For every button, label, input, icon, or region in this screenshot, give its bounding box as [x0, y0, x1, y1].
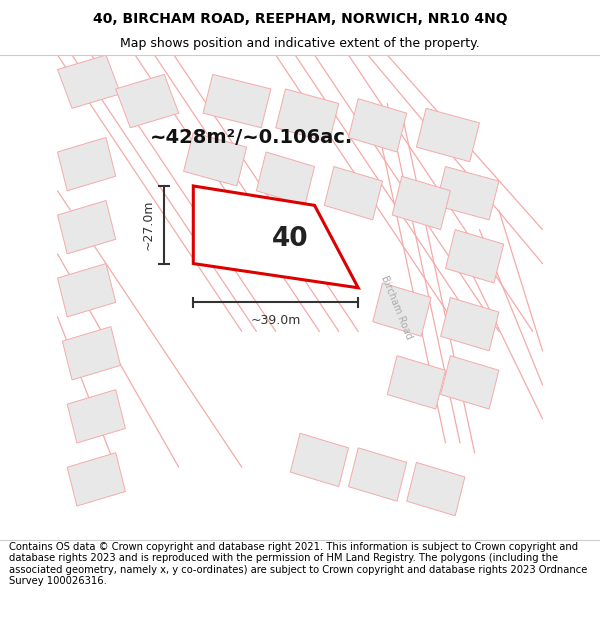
Polygon shape	[392, 176, 451, 229]
Text: Map shows position and indicative extent of the property.: Map shows position and indicative extent…	[120, 38, 480, 51]
Text: ~428m²/~0.106ac.: ~428m²/~0.106ac.	[150, 128, 353, 147]
Polygon shape	[416, 108, 479, 162]
Text: ~39.0m: ~39.0m	[251, 314, 301, 328]
Polygon shape	[349, 99, 407, 152]
Polygon shape	[62, 327, 121, 380]
Polygon shape	[440, 356, 499, 409]
Text: ~27.0m: ~27.0m	[142, 199, 155, 250]
Polygon shape	[349, 448, 407, 501]
Polygon shape	[440, 298, 499, 351]
Polygon shape	[256, 152, 314, 206]
Polygon shape	[58, 138, 116, 191]
Polygon shape	[193, 186, 358, 288]
Polygon shape	[116, 74, 179, 128]
Text: 40: 40	[272, 226, 308, 253]
Polygon shape	[58, 55, 121, 108]
Text: Bircham Road: Bircham Road	[380, 274, 415, 341]
Polygon shape	[407, 462, 465, 516]
Polygon shape	[436, 166, 499, 220]
Text: 40, BIRCHAM ROAD, REEPHAM, NORWICH, NR10 4NQ: 40, BIRCHAM ROAD, REEPHAM, NORWICH, NR10…	[92, 12, 508, 26]
Polygon shape	[58, 201, 116, 254]
Polygon shape	[290, 433, 349, 487]
Polygon shape	[446, 229, 504, 283]
Polygon shape	[388, 356, 446, 409]
Polygon shape	[67, 389, 125, 443]
Text: Contains OS data © Crown copyright and database right 2021. This information is : Contains OS data © Crown copyright and d…	[9, 542, 587, 586]
Polygon shape	[184, 132, 247, 186]
Polygon shape	[373, 283, 431, 336]
Polygon shape	[67, 452, 125, 506]
Polygon shape	[324, 166, 382, 220]
Polygon shape	[276, 89, 339, 142]
Polygon shape	[58, 264, 116, 317]
Polygon shape	[203, 74, 271, 128]
